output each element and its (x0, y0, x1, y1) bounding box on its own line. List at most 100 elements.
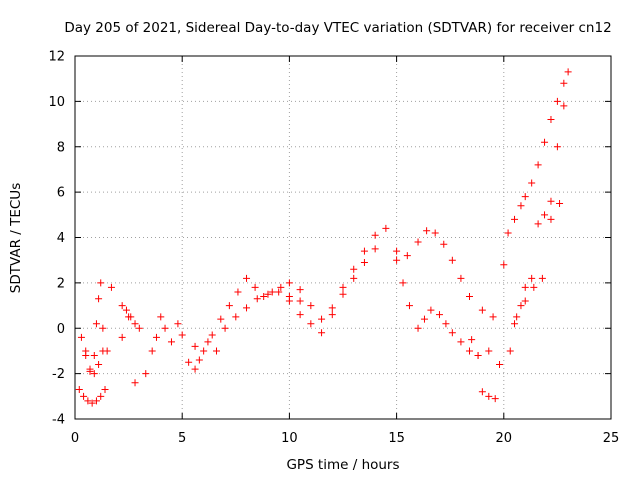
data-point (318, 315, 326, 323)
data-point (485, 392, 493, 400)
data-point (131, 379, 139, 387)
data-point (399, 279, 407, 287)
data-points (75, 68, 572, 407)
data-point (393, 247, 401, 255)
data-point (427, 306, 435, 314)
data-point (528, 179, 536, 187)
data-point (547, 116, 555, 124)
data-point (328, 304, 336, 312)
data-point (213, 347, 221, 355)
series-track-q (511, 102, 568, 328)
series-track-h (217, 274, 285, 323)
data-point (296, 286, 304, 294)
data-point (107, 283, 115, 291)
series-track-g (191, 331, 221, 373)
series-track-e (118, 302, 143, 332)
data-point (339, 290, 347, 298)
data-point (423, 227, 431, 235)
data-point (521, 193, 529, 201)
data-point (195, 356, 203, 364)
data-point (414, 238, 422, 246)
data-point (296, 297, 304, 305)
data-point (307, 320, 315, 328)
data-point (178, 331, 186, 339)
data-point (95, 361, 103, 369)
data-point (251, 283, 259, 291)
data-point (485, 347, 493, 355)
series-track-m (403, 227, 473, 300)
data-point (204, 338, 212, 346)
series-track-r (506, 199, 564, 355)
data-point (90, 351, 98, 359)
axis-tick-labels: 0 5 10 15 20 25 -4 -2 0 2 4 6 8 10 12 (48, 50, 619, 447)
data-point (556, 199, 564, 207)
data-point (382, 224, 390, 232)
data-point (420, 315, 428, 323)
data-point (553, 97, 561, 105)
series-track-i (221, 288, 304, 332)
data-point (99, 324, 107, 332)
data-point (442, 320, 450, 328)
series-track-f (142, 313, 199, 378)
data-point (101, 386, 109, 394)
data-point (264, 290, 272, 298)
series-track-c (82, 347, 107, 378)
data-point (285, 297, 293, 305)
data-point (148, 347, 156, 355)
data-point (97, 392, 105, 400)
data-point (564, 68, 572, 76)
data-point (440, 240, 448, 248)
data-point (131, 320, 139, 328)
series-track-j (285, 224, 401, 323)
data-point (152, 333, 160, 341)
series-track-a (75, 386, 109, 407)
data-point (118, 302, 126, 310)
data-point (185, 358, 193, 366)
x-tick-label: 15 (388, 431, 405, 446)
data-point (318, 329, 326, 337)
data-point (339, 283, 347, 291)
x-tick-label: 10 (281, 431, 298, 446)
data-point (277, 283, 285, 291)
plot-frame (74, 55, 612, 420)
data-point (86, 365, 94, 373)
data-point (77, 333, 85, 341)
data-point (528, 274, 536, 282)
data-point (465, 347, 473, 355)
data-point (75, 386, 83, 394)
data-point (260, 292, 268, 300)
data-point (465, 292, 473, 300)
data-point (253, 295, 261, 303)
data-point (491, 395, 499, 403)
data-point (167, 338, 175, 346)
series-track-o (478, 388, 499, 403)
y-tick-label: 12 (48, 50, 65, 65)
data-point (468, 336, 476, 344)
data-point (448, 329, 456, 337)
x-tick-label: 5 (178, 431, 186, 446)
data-point (84, 397, 92, 405)
data-point (234, 288, 242, 296)
data-point (478, 306, 486, 314)
data-point (405, 302, 413, 310)
data-point (243, 274, 251, 282)
data-point (541, 138, 549, 146)
data-point (431, 229, 439, 237)
series-track-l (393, 256, 482, 359)
data-point (448, 256, 456, 264)
y-tick-label: 6 (57, 186, 65, 201)
x-axis-label: GPS time / hours (286, 457, 399, 473)
data-point (547, 197, 555, 205)
data-point (92, 397, 100, 405)
data-point (530, 283, 538, 291)
chart-title: Day 205 of 2021, Sidereal Day-to-day VTE… (64, 20, 611, 36)
data-point (90, 370, 98, 378)
data-point (307, 302, 315, 310)
data-point (200, 347, 208, 355)
data-point (489, 313, 497, 321)
data-point (371, 245, 379, 253)
x-tick-label: 20 (496, 431, 513, 446)
data-point (560, 79, 568, 87)
data-point (232, 313, 240, 321)
